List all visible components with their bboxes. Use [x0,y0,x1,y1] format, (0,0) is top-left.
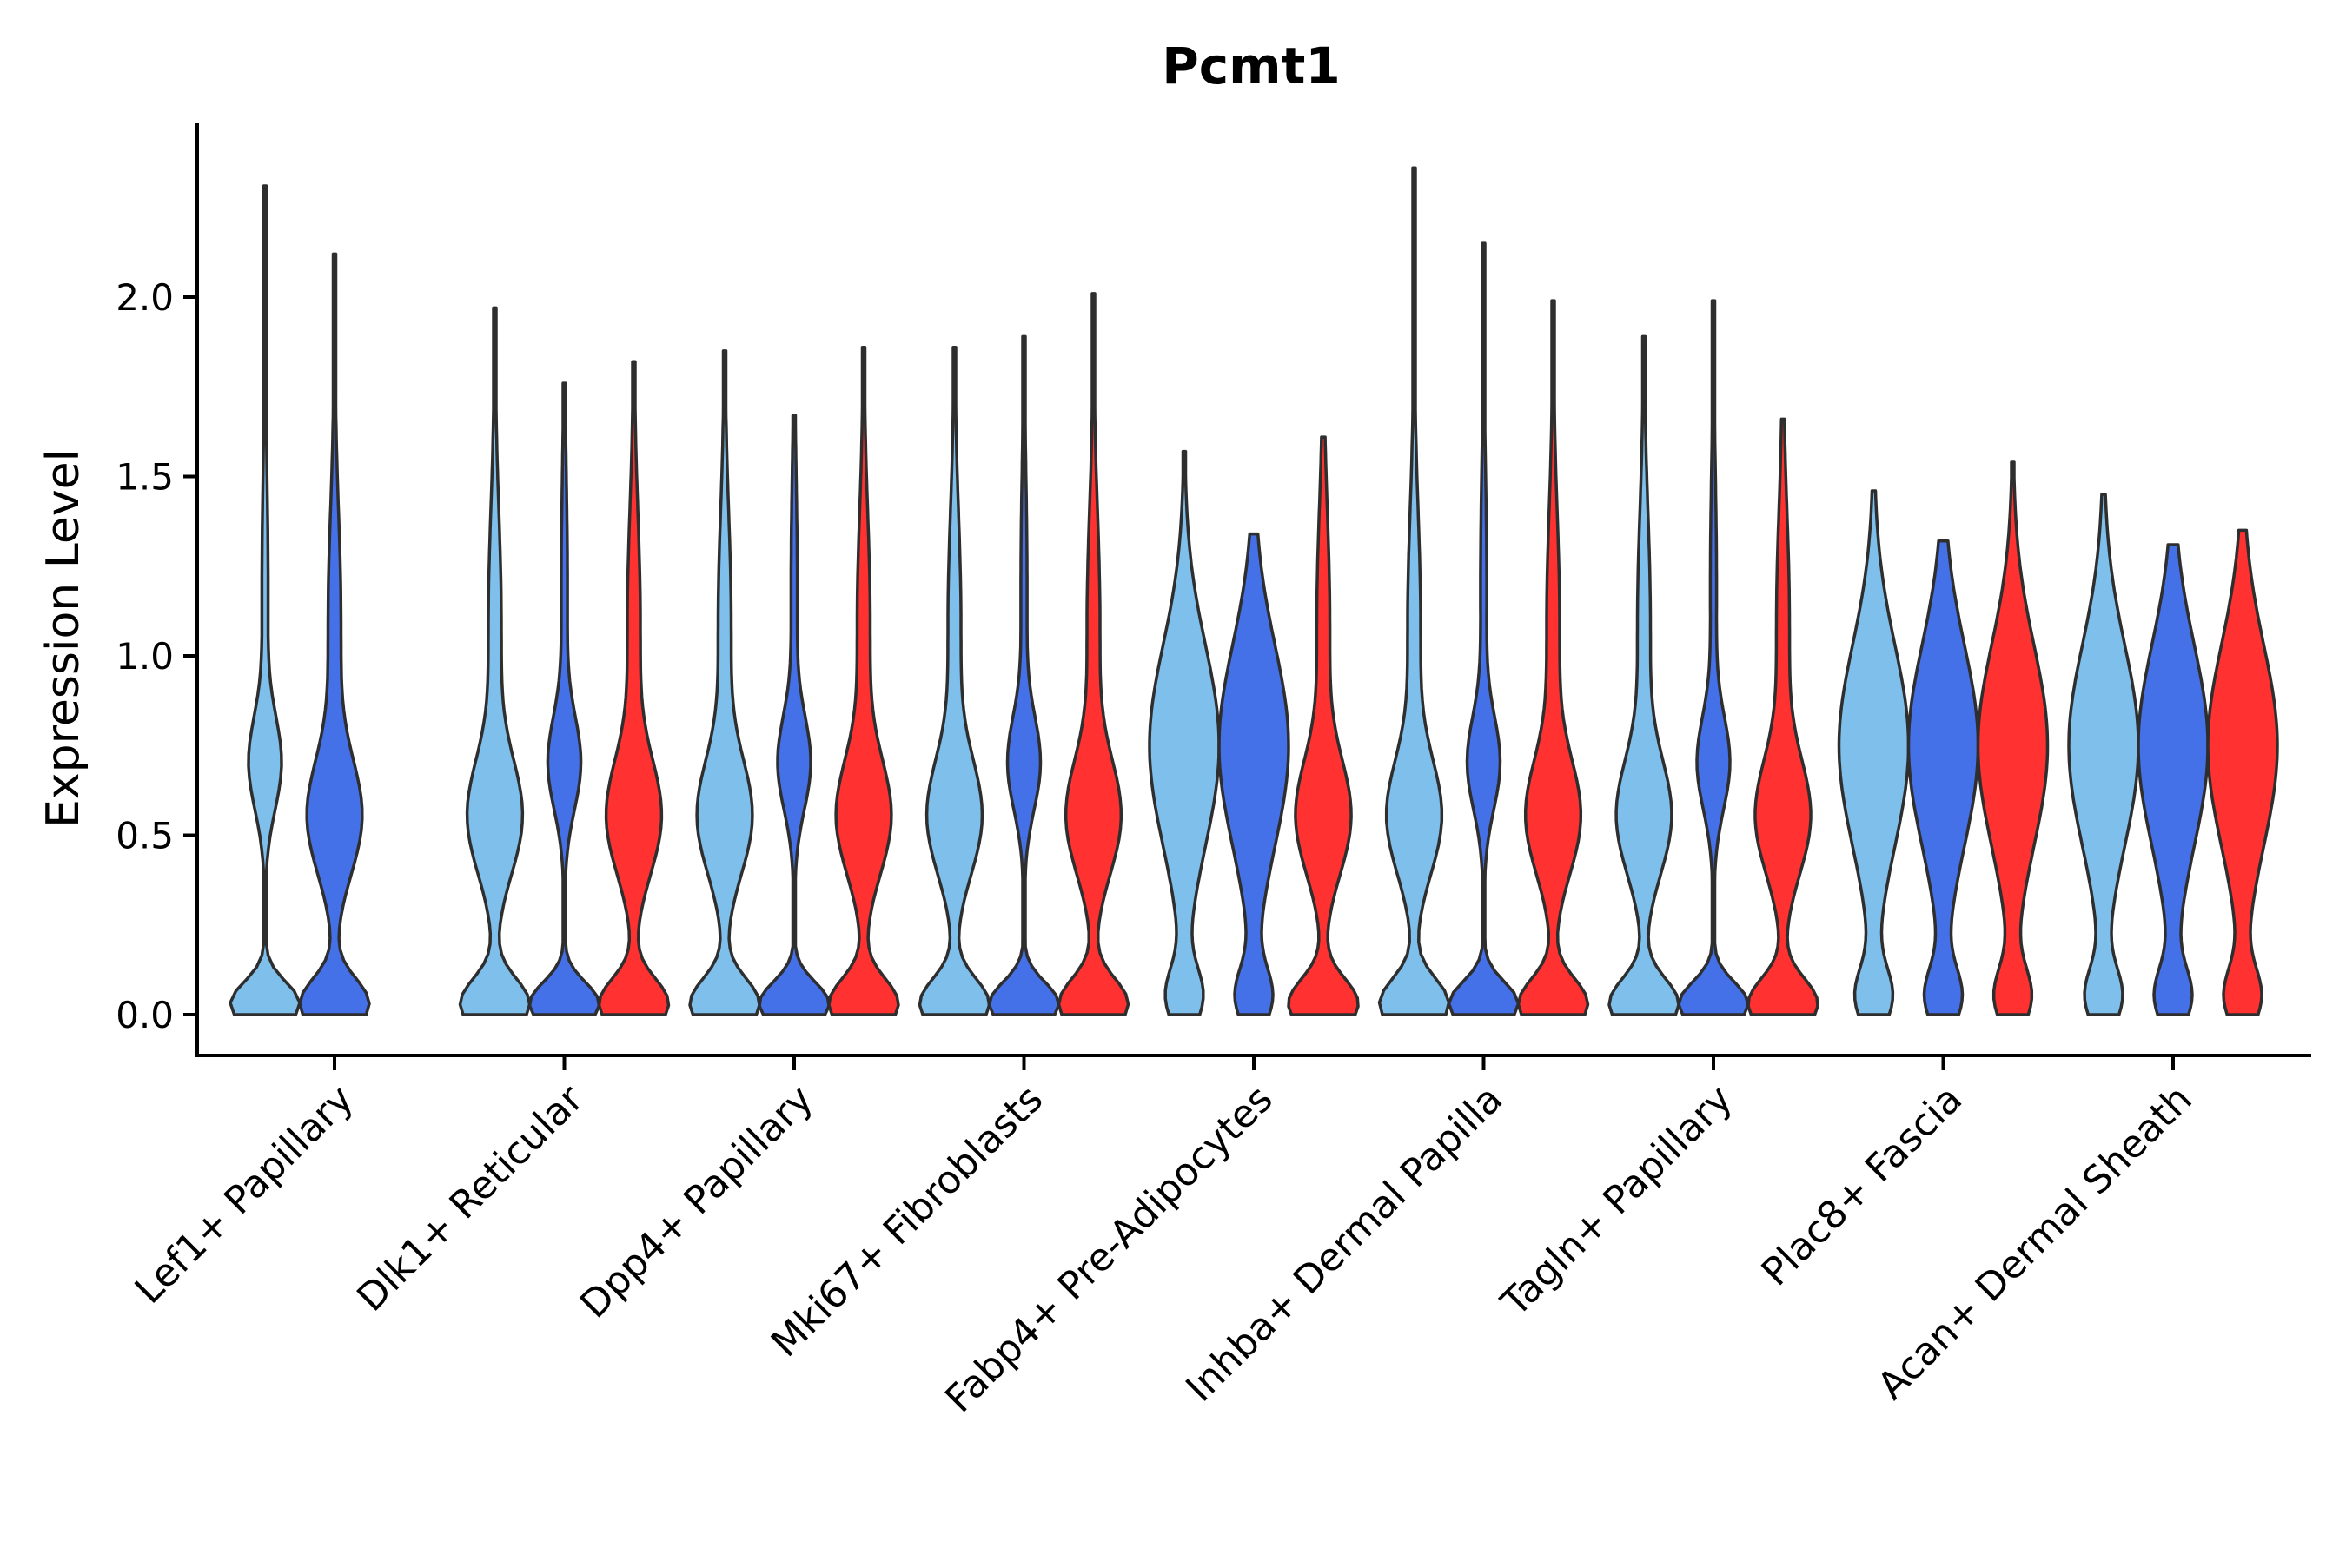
x-category-label: Plac8+ Fascia [1753,1077,1972,1295]
violin-7-group-2 [1677,299,1750,1016]
x-category-label: Lef1+ Papillary [127,1077,362,1313]
violin-2-group-1 [458,306,532,1016]
violin-1-group-1 [229,184,302,1016]
chart-title: Pcmt1 [1162,36,1340,96]
violin-6-group-3 [1516,299,1590,1016]
violin-5-group-1 [1148,449,1221,1016]
violin-2-group-3 [597,360,671,1016]
violin-8-group-2 [1906,539,1980,1016]
violin-9-group-1 [2067,493,2140,1016]
violin-9-group-2 [2137,543,2210,1016]
violin-8-group-3 [1976,460,2050,1016]
violin-2-group-2 [527,381,601,1016]
violin-9-group-3 [2206,528,2279,1016]
violin-7-group-1 [1607,334,1680,1016]
y-tick-label: 1.0 [116,635,174,678]
x-category-label: Tagln+ Papillary [1493,1077,1741,1326]
y-tick-label: 0.5 [116,815,174,857]
violin-6-group-2 [1447,241,1521,1016]
violin-8-group-1 [1837,489,1911,1016]
y-axis-title: Expression Level [37,449,89,828]
violin-4-group-3 [1057,292,1130,1016]
violin-3-group-2 [758,414,831,1016]
violin-4-group-2 [987,334,1061,1016]
violin-3-group-1 [688,349,761,1016]
violin-4-group-1 [918,346,991,1016]
ticks-layer: 0.0 0.5 1.0 1.5 2.0 [116,276,2175,1070]
violin-6-group-1 [1377,166,1451,1016]
violins-layer [229,166,2279,1016]
x-category-label: Dpp4+ Papillary [572,1077,822,1327]
x-category-label: Dlk1+ Reticular [348,1076,593,1320]
violin-5-group-2 [1217,532,1290,1016]
violin-1-group-2 [298,252,371,1016]
y-tick-label: 0.0 [116,994,174,1036]
violin-5-group-3 [1287,435,1360,1016]
violin-7-group-3 [1746,417,1819,1016]
violin-3-group-3 [827,346,900,1016]
y-tick-label: 2.0 [116,276,174,319]
y-tick-label: 1.5 [116,456,174,499]
